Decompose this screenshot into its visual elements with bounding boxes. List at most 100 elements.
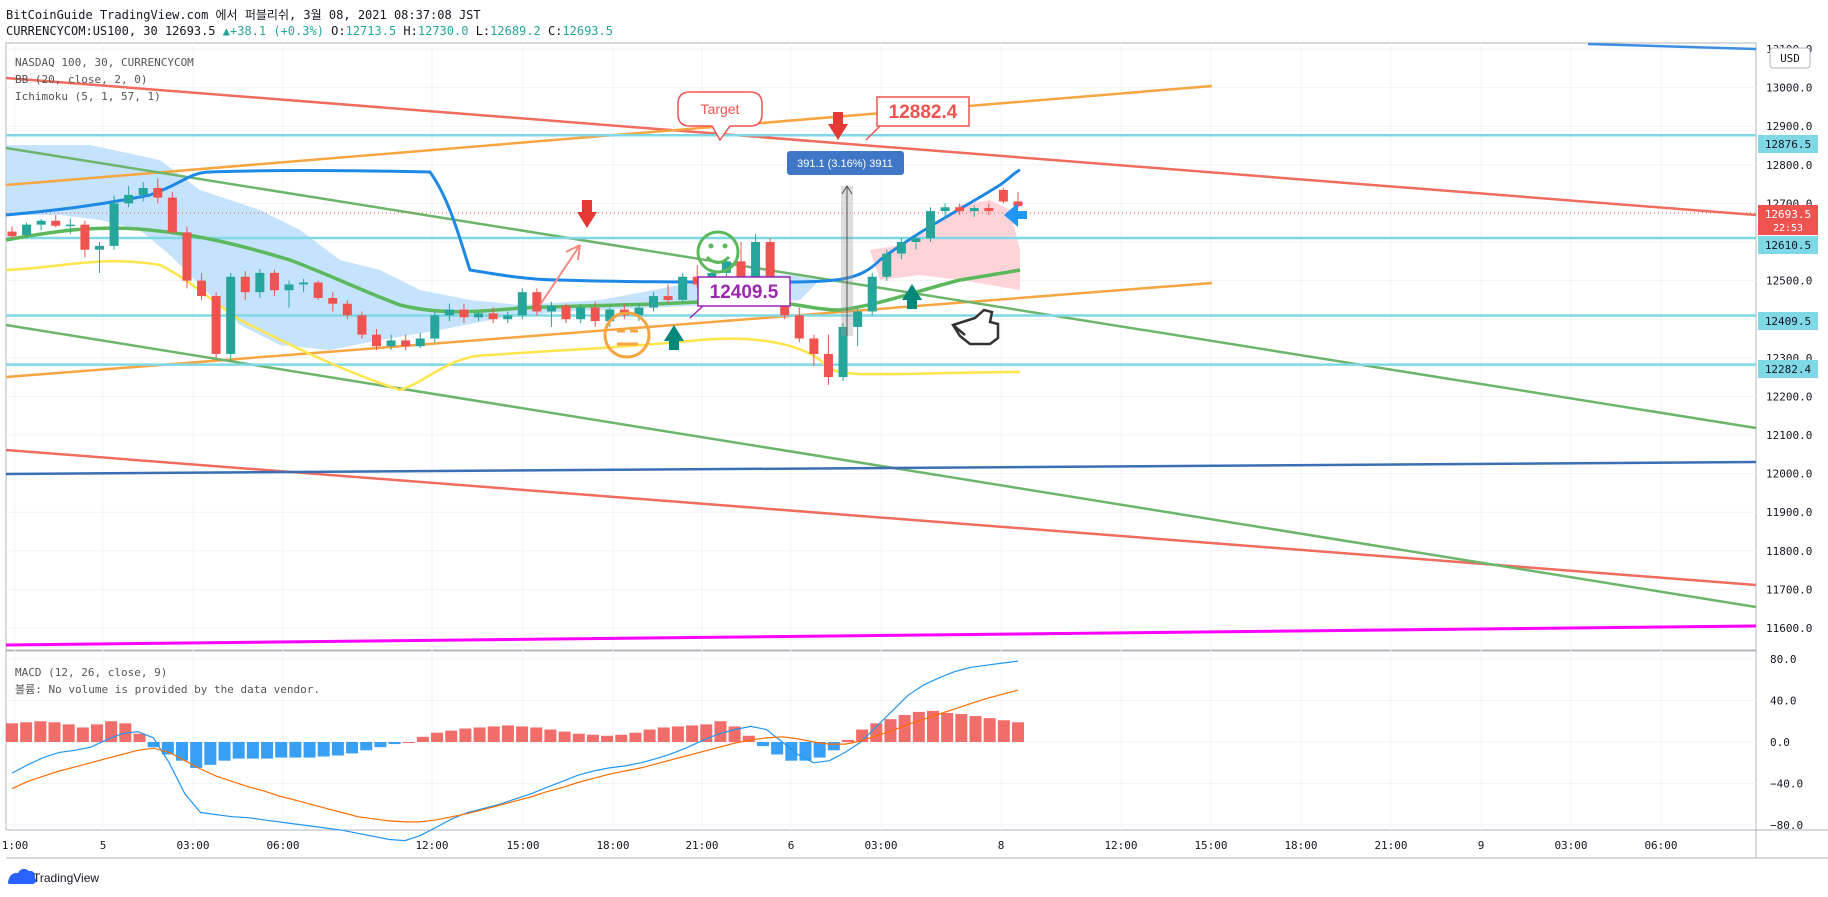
macd-bar-29 (416, 736, 429, 742)
candle-body-52 (765, 242, 775, 289)
target-callout[interactable]: Target (677, 91, 763, 142)
macd-bar-24 (346, 742, 359, 754)
macd-bar-37 (530, 727, 543, 742)
macd-bar-6 (91, 724, 104, 742)
time-tick-6: 18:00 (596, 839, 629, 852)
top-price-callout[interactable]: 12882.4 (865, 96, 970, 141)
tradingview-logo-icon[interactable] (7, 868, 37, 884)
price-badge-12282: 12282.4 (1758, 360, 1818, 378)
candle-body-9 (138, 187, 148, 195)
macd-bar-2 (34, 721, 47, 742)
ichimoku-base-line (5, 168, 1021, 284)
candle-body-18 (269, 272, 279, 291)
salmon-arrow-line[interactable] (539, 244, 581, 306)
candle-body-1 (22, 224, 32, 236)
time-tick-10: 8 (998, 839, 1005, 852)
candle-body-35 (517, 292, 527, 316)
navy-trendline[interactable] (5, 460, 1757, 476)
currency-badge[interactable] (1769, 47, 1811, 69)
measure-tool[interactable]: 391.1 (3.16%) 3911 (787, 151, 904, 336)
ichimoku-legend[interactable]: Ichimoku (5, 1, 57, 1) (15, 90, 161, 103)
macd-bar-15 (218, 742, 231, 761)
macd-bar-63 (898, 715, 911, 742)
mid-price-callout[interactable]: 12409.5 (689, 276, 791, 319)
macd-bar-66 (941, 712, 954, 742)
macd-bar-16 (232, 742, 245, 759)
macd-bar-46 (657, 727, 670, 742)
candle-body-28 (415, 338, 425, 347)
price-axis[interactable]: 13100.013000.012900.012800.012700.012600… (1766, 43, 1812, 635)
macd-bar-52 (742, 735, 755, 742)
time-axis[interactable]: 1:00 5 03:00 06:00 12:00 15:00 18:00 21:00 6 03:0… (2, 839, 1678, 852)
macd-bar-28 (402, 742, 415, 743)
macd-bar-45 (643, 729, 656, 742)
neutral-face-icon[interactable] (603, 311, 651, 359)
candle-body-58 (853, 311, 863, 327)
price-tick-15: 11600.0 (1766, 622, 1812, 635)
change-up-icon: ▲ (222, 24, 230, 38)
macd-bar-31 (445, 730, 458, 742)
candle-body-67 (984, 208, 994, 212)
candle-body-20 (299, 282, 309, 285)
time-tick-11: 12:00 (1104, 839, 1137, 852)
red-trendline-top[interactable] (5, 76, 1757, 217)
macd-bar-5 (76, 727, 89, 742)
smiley-face-icon[interactable] (696, 230, 740, 274)
green-up-arrow-1[interactable] (664, 325, 684, 350)
macd-bar-32 (459, 728, 472, 742)
candle-body-27 (401, 340, 411, 347)
candle-body-30 (444, 309, 454, 316)
macd-bar-17 (246, 742, 259, 759)
price-badge-12610-text: 12610.5 (1765, 239, 1811, 252)
candle-body-11 (167, 197, 177, 233)
candle-body-24 (357, 315, 367, 335)
macd-bar-38 (544, 729, 557, 742)
green-up-arrow-2[interactable] (902, 284, 922, 309)
macd-bar-59 (841, 739, 854, 742)
bb-legend[interactable]: BB (20, close, 2, 0) (15, 73, 147, 86)
countdown-text: 22:53 (1773, 223, 1803, 234)
blue-left-arrow[interactable] (1004, 203, 1027, 227)
low-value: 12689.2 (490, 24, 541, 38)
macd-bar-35 (501, 725, 514, 742)
candle-body-50 (736, 261, 746, 289)
candle-body-65 (955, 207, 965, 212)
candle-body-68 (998, 189, 1008, 202)
macd-bar-44 (629, 732, 642, 742)
candle-body-17 (255, 272, 265, 293)
candle-body-4 (65, 224, 75, 227)
target-label: Target (701, 101, 740, 117)
horizontal-levels[interactable] (6, 134, 1756, 366)
time-tick-15: 9 (1478, 839, 1485, 852)
macd-bar-64 (912, 711, 925, 742)
candle-body-8 (124, 194, 134, 204)
red-down-arrow-2[interactable] (828, 112, 848, 140)
magenta-trendline[interactable] (5, 624, 1757, 647)
macd-legend[interactable]: MACD (12, 26, close, 9) (15, 666, 167, 679)
tradingview-brand[interactable]: TradingView (33, 871, 99, 885)
macd-bar-13 (190, 742, 203, 768)
low-label: L: (475, 24, 491, 38)
candle-body-5 (80, 224, 90, 250)
red-down-arrow-1[interactable] (577, 200, 597, 228)
instrument-legend[interactable]: NASDAQ 100, 30, CURRENCYCOM (15, 56, 194, 69)
macd-bar-69 (983, 718, 996, 742)
green-trendline-top[interactable] (5, 146, 1757, 430)
pointing-hand-icon[interactable] (951, 308, 1000, 346)
candle-body-0 (7, 231, 17, 237)
green-trendline-bottom[interactable] (5, 323, 1757, 609)
grid (6, 43, 1756, 830)
price-change: +38.1 (+0.3%) (230, 24, 324, 38)
candle-body-12 (182, 232, 192, 281)
symbol-name[interactable]: CURRENCYCOM:US100, 30 (6, 24, 158, 38)
blue-trendline-top[interactable] (1587, 42, 1757, 51)
price-badge-current-text: 12693.5 (1765, 208, 1811, 221)
candle-body-14 (211, 296, 221, 354)
macd-bar-48 (686, 725, 699, 742)
time-tick-14: 21:00 (1374, 839, 1407, 852)
price-tick-3: 12800.0 (1766, 159, 1812, 172)
candle-body-38 (561, 305, 571, 320)
orange-trendline-bottom[interactable] (5, 281, 1213, 379)
candle-body-64 (940, 207, 950, 212)
